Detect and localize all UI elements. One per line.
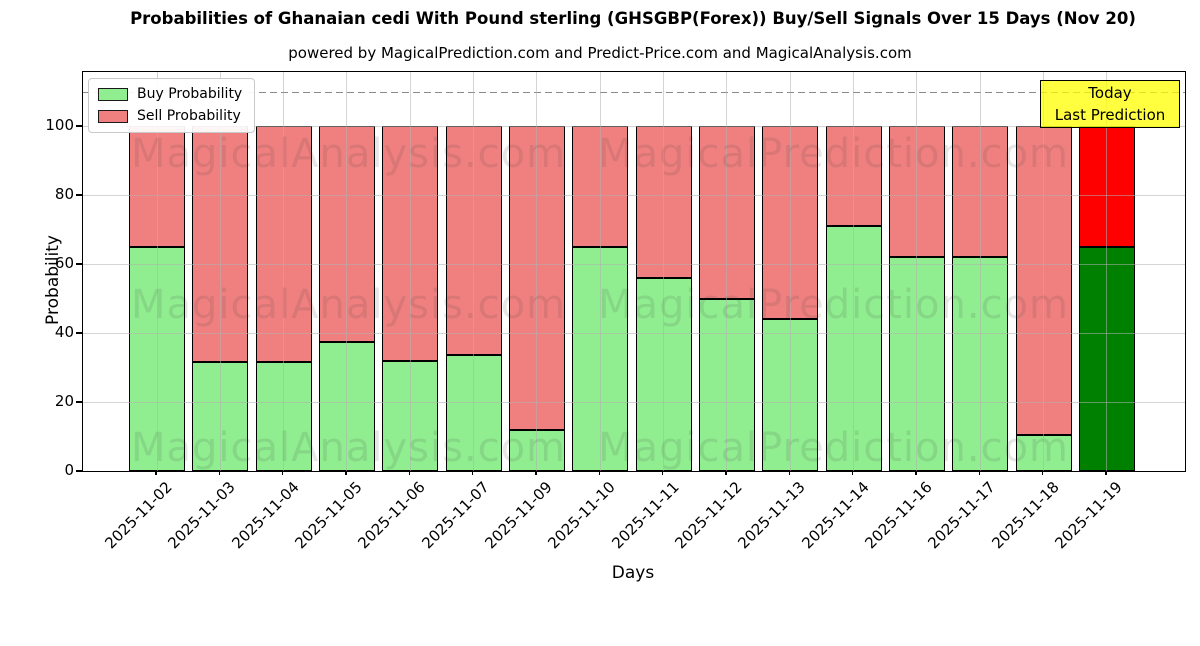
today-annotation-line1: Today (1088, 84, 1132, 102)
legend-item-buy: Buy Probability (98, 85, 242, 104)
x-tick-mark (471, 470, 474, 475)
v-gridline (663, 72, 665, 471)
chart-subtitle: powered by MagicalPrediction.com and Pre… (288, 44, 912, 62)
v-gridline (346, 72, 348, 471)
v-gridline (1106, 72, 1108, 471)
x-tick-mark (725, 470, 727, 475)
x-tick-mark (915, 470, 917, 475)
h-gridline (83, 125, 1185, 127)
y-axis-tick-labels: 0 20 40 60 80 100 (40, 71, 74, 479)
watermark-text: MagicalAnalysis.com (131, 131, 567, 177)
plot-area: Buy Probability Sell Probability Today L… (76, 71, 1186, 472)
v-gridline (219, 72, 221, 471)
watermark-text: MagicalAnalysis.com (131, 425, 567, 471)
v-gridline (916, 72, 918, 471)
legend-sell-label: Sell Probability (137, 108, 241, 124)
v-gridline (853, 72, 855, 471)
h-gridline (83, 332, 1185, 334)
y-tick-mark (76, 332, 82, 334)
x-tick-mark (978, 470, 981, 475)
y-tick-label: 20 (54, 392, 74, 410)
x-axis-label: Days (611, 563, 655, 583)
v-gridline (156, 72, 158, 471)
v-gridline (789, 72, 791, 471)
y-tick-mark (76, 125, 82, 127)
x-tick-mark (345, 470, 347, 475)
sell-swatch-icon (98, 110, 128, 123)
watermark-text: MagicalAnalysis.com (131, 282, 567, 328)
today-annotation: Today Last Prediction (1040, 80, 1180, 128)
threshold-dashed-line (83, 91, 1185, 93)
x-tick-mark (598, 470, 601, 475)
watermark-text: MagicalPrediction.com (598, 282, 1069, 328)
legend: Buy Probability Sell Probability (88, 78, 256, 133)
x-axis-tick-labels: 2025-11-02 2025-11-03 2025-11-04 2025-11-05… (82, 470, 1184, 600)
v-gridline (283, 72, 285, 471)
x-tick-mark (851, 470, 854, 475)
v-gridline (473, 72, 475, 471)
legend-item-sell: Sell Probability (98, 107, 242, 126)
y-tick-label: 100 (45, 116, 74, 134)
y-tick-label: 40 (54, 323, 74, 341)
legend-buy-label: Buy Probability (137, 86, 243, 102)
v-gridline (1043, 72, 1045, 471)
x-tick-mark (788, 470, 791, 475)
v-gridline (409, 72, 411, 471)
chart-figure: Probabilities of Ghanaian cedi With Poun… (40, 9, 1186, 600)
x-tick-mark (281, 470, 284, 475)
y-tick-mark (76, 263, 82, 265)
x-tick-mark (535, 470, 537, 475)
y-tick-mark (76, 470, 82, 472)
watermark-text: MagicalPrediction.com (598, 131, 1069, 177)
h-gridline (83, 194, 1185, 196)
watermark-text: MagicalPrediction.com (598, 425, 1069, 471)
y-tick-label: 0 (64, 461, 74, 479)
x-tick-mark (155, 470, 157, 475)
y-tick-mark (76, 194, 82, 196)
today-annotation-line2: Last Prediction (1054, 106, 1166, 124)
y-tick-label: 60 (54, 254, 74, 272)
v-gridline (599, 72, 601, 471)
h-gridline (83, 263, 1185, 265)
chart-title: Probabilities of Ghanaian cedi With Poun… (130, 9, 1136, 28)
buy-swatch-icon (98, 88, 128, 101)
x-tick-mark (1041, 470, 1044, 475)
v-gridline (726, 72, 728, 471)
x-tick-mark (661, 470, 664, 475)
v-gridline (536, 72, 538, 471)
x-tick-mark (408, 470, 411, 475)
y-tick-mark (76, 401, 82, 403)
h-gridline (83, 401, 1185, 403)
v-gridline (979, 72, 981, 471)
x-tick-mark (1105, 470, 1107, 475)
x-tick-mark (218, 470, 221, 475)
y-tick-label: 80 (54, 185, 74, 203)
